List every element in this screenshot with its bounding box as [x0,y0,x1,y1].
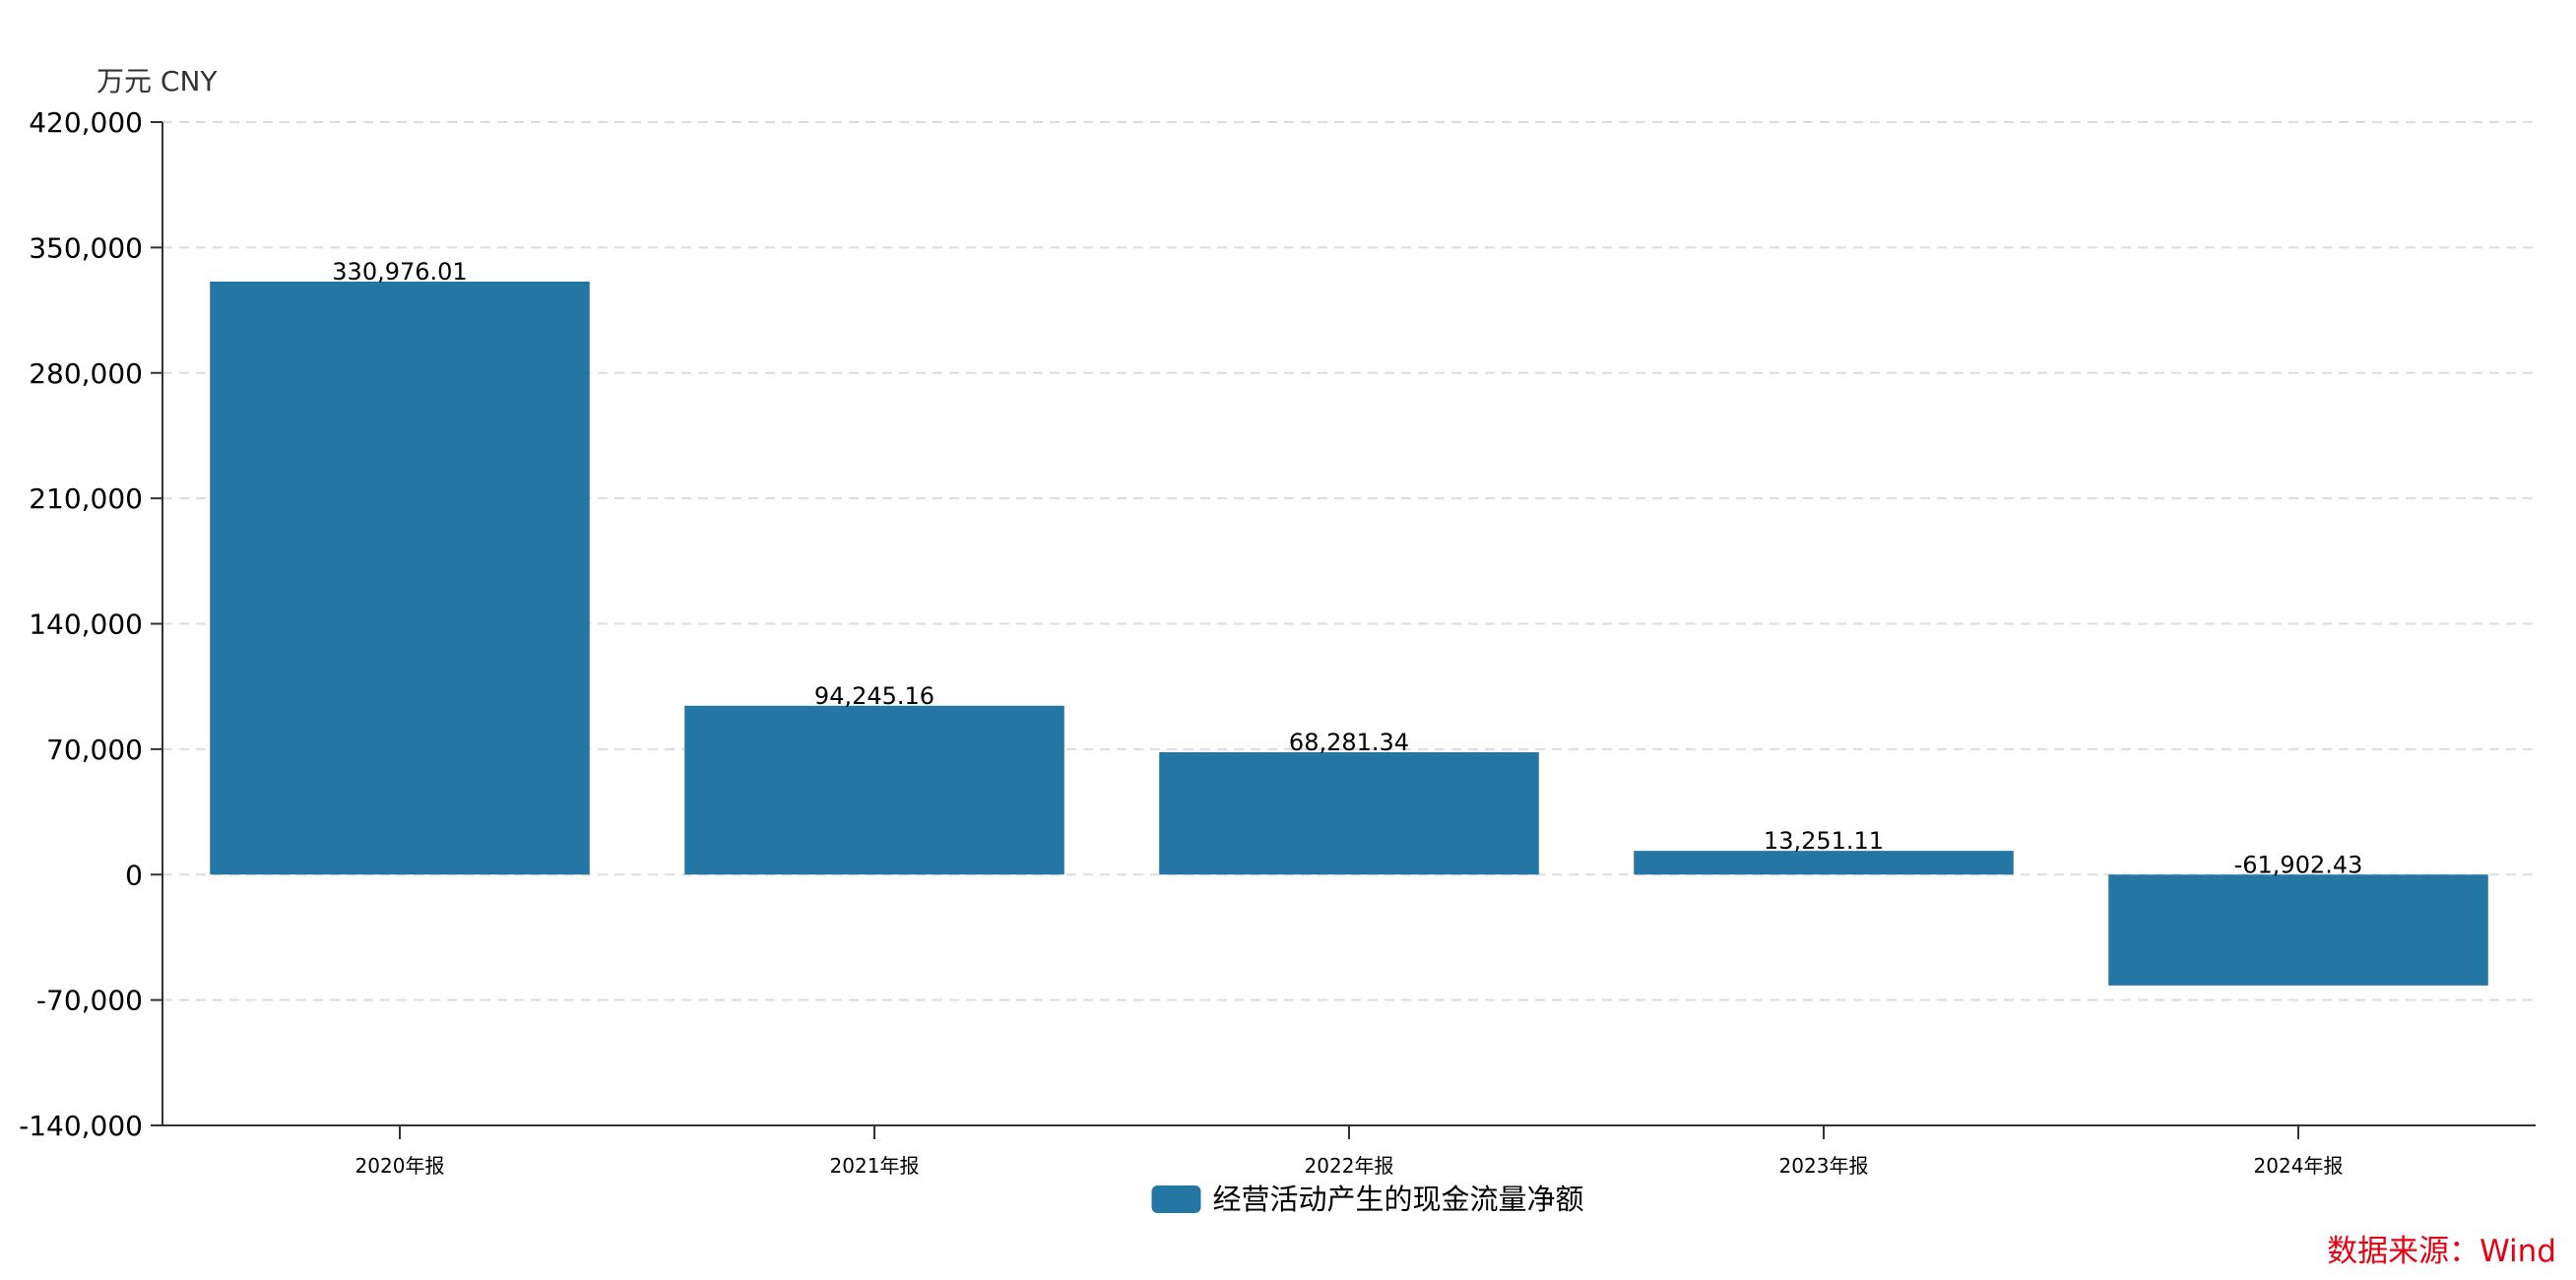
y-tick-label: 140,000 [29,608,143,641]
x-tick-label: 2021年报 [830,1154,920,1178]
legend-swatch [1151,1185,1201,1213]
bar[interactable] [1159,752,1539,875]
x-tick-label: 2023年报 [1779,1154,1869,1178]
data-label: 330,976.01 [332,258,467,286]
y-tick-label: 420,000 [29,106,143,139]
bars [210,281,2488,986]
legend-label: 经营活动产生的现金流量净额 [1213,1183,1584,1216]
data-label: 68,281.34 [1289,729,1409,756]
data-label: 94,245.16 [814,682,934,710]
y-tick-label: 0 [125,859,143,891]
y-tick-label: -140,000 [19,1110,143,1142]
data-labels: 330,976.01 94,245.16 68,281.34 13,251.11 -61… [332,258,2362,878]
bar[interactable] [684,705,1064,875]
x-tick-label: 2024年报 [2254,1154,2344,1178]
unit-label: 万元 CNY [97,65,218,97]
y-tick-label: 350,000 [29,231,143,264]
x-tick-label: 2020年报 [355,1154,445,1178]
y-tick-label: 70,000 [46,734,143,766]
y-tick-label: -70,000 [36,985,143,1017]
axes: -140,000 -70,000 0 70,000 140,000 210,000 280,… [19,106,2536,1178]
data-label: -61,902.43 [2234,851,2363,878]
y-tick-label: 280,000 [29,357,143,390]
legend[interactable]: 经营活动产生的现金流量净额 [1151,1183,1584,1216]
data-label: 13,251.11 [1764,827,1884,855]
bar[interactable] [210,281,590,875]
bar[interactable] [1634,851,2014,875]
source-note: 数据来源：Wind [2327,1234,2556,1269]
bar[interactable] [2108,874,2488,986]
y-tick-label: 210,000 [29,482,143,515]
x-tick-label: 2022年报 [1305,1154,1394,1178]
